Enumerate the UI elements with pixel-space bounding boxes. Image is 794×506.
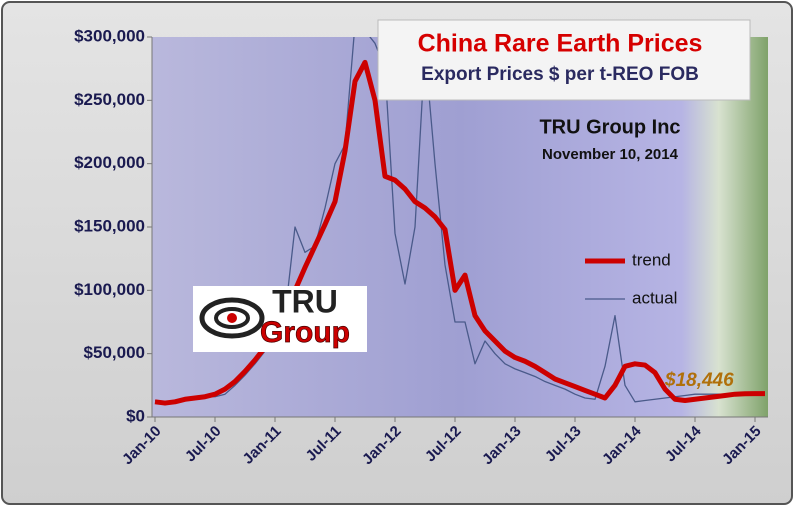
date: November 10, 2014 bbox=[542, 146, 679, 163]
title-box bbox=[377, 19, 751, 101]
y-tick-label: $100,000 bbox=[74, 280, 145, 299]
y-tick-label: $200,000 bbox=[74, 153, 145, 172]
y-tick-label: $250,000 bbox=[74, 90, 145, 109]
line-0 bbox=[154, 59, 765, 406]
source: TRU Group Inc bbox=[539, 116, 680, 138]
logo-text: Group bbox=[260, 316, 350, 349]
chart-title: China Rare Earth Prices bbox=[418, 30, 703, 58]
y-tick-label: $150,000 bbox=[74, 216, 145, 235]
annotation: $18,446 bbox=[664, 370, 734, 391]
y-tick-label: $300,000 bbox=[74, 26, 145, 45]
y-tick-label: $50,000 bbox=[84, 343, 145, 362]
logo-swoosh bbox=[214, 307, 250, 329]
logo-box bbox=[193, 286, 367, 352]
logo-swoosh bbox=[199, 297, 265, 339]
y-tick-label: $0 bbox=[126, 406, 145, 425]
chart-subtitle: Export Prices $ per t-REO FOB bbox=[421, 64, 699, 85]
legend-label: actual bbox=[632, 288, 677, 307]
logo-text: TRU bbox=[272, 283, 338, 319]
logo-dot bbox=[227, 313, 237, 323]
legend-label: trend bbox=[632, 250, 671, 269]
